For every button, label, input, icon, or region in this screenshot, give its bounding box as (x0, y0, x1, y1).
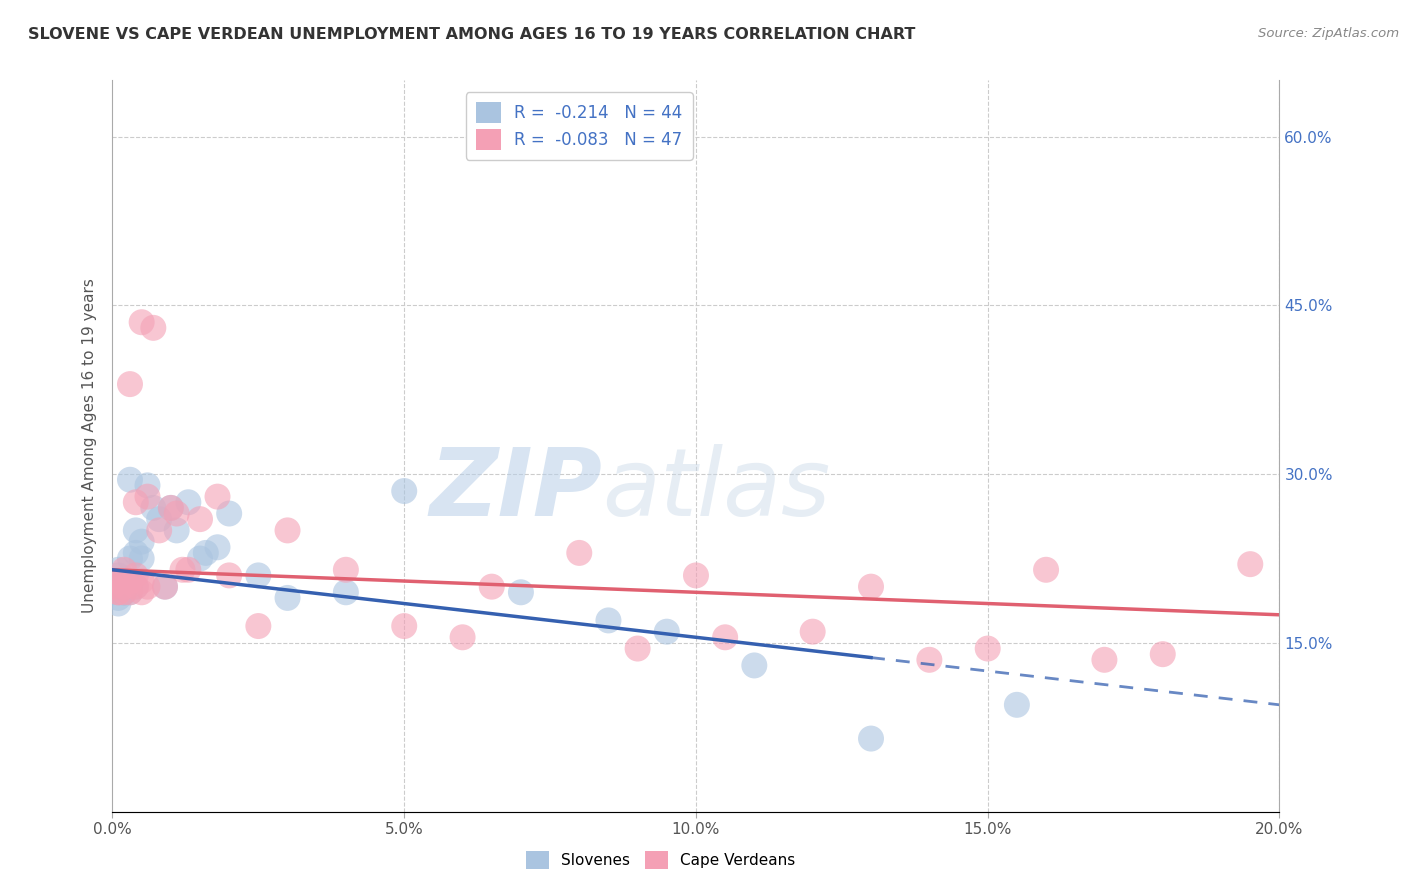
Point (148, 512, 170, 526)
Point (392, 483, 416, 498)
Point (118, 580, 141, 594)
Point (160, 500, 183, 515)
Point (131, 315, 153, 329)
Legend: R =  -0.214   N = 44, R =  -0.083   N = 47: R = -0.214 N = 44, R = -0.083 N = 47 (465, 92, 693, 160)
Point (107, 574, 129, 588)
Point (207, 490, 229, 504)
Point (107, 585, 129, 599)
Point (166, 507, 188, 521)
Point (153, 580, 176, 594)
Point (1035, 563, 1057, 577)
Point (142, 500, 165, 515)
Point (131, 585, 153, 599)
Text: ZIP: ZIP (430, 444, 603, 536)
Point (131, 574, 153, 588)
Point (118, 574, 141, 588)
Point (976, 641, 998, 656)
Point (194, 546, 217, 560)
Point (859, 580, 883, 594)
Point (509, 585, 531, 599)
Y-axis label: Unemployment Among Ages 16 to 19 years: Unemployment Among Ages 16 to 19 years (82, 278, 97, 614)
Point (148, 524, 170, 538)
Point (118, 585, 141, 599)
Point (142, 321, 165, 335)
Point (107, 580, 129, 594)
Point (218, 507, 240, 521)
Point (1005, 698, 1028, 712)
Point (801, 624, 824, 639)
Point (188, 512, 211, 526)
Point (112, 563, 135, 577)
Point (112, 580, 135, 594)
Point (136, 478, 159, 492)
Point (247, 568, 270, 582)
Point (160, 500, 183, 515)
Point (107, 591, 129, 605)
Point (177, 495, 200, 509)
Point (131, 551, 153, 566)
Point (153, 580, 176, 594)
Point (451, 630, 474, 644)
Point (188, 551, 211, 566)
Point (714, 630, 737, 644)
Point (918, 653, 941, 667)
Point (125, 568, 148, 582)
Point (112, 580, 135, 594)
Point (118, 377, 141, 392)
Point (112, 574, 135, 588)
Point (101, 580, 124, 594)
Point (125, 495, 148, 509)
Point (626, 641, 648, 656)
Point (1152, 647, 1174, 661)
Text: Source: ZipAtlas.com: Source: ZipAtlas.com (1258, 27, 1399, 40)
Point (125, 580, 148, 594)
Point (655, 624, 678, 639)
Point (481, 580, 503, 594)
Point (276, 524, 298, 538)
Point (172, 563, 194, 577)
Point (101, 580, 124, 594)
Point (118, 585, 141, 599)
Point (112, 585, 135, 599)
Point (107, 568, 129, 582)
Point (136, 490, 159, 504)
Point (1092, 653, 1115, 667)
Text: atlas: atlas (603, 444, 831, 535)
Point (276, 591, 298, 605)
Point (207, 541, 229, 555)
Point (125, 524, 148, 538)
Point (598, 614, 620, 628)
Point (112, 574, 135, 588)
Point (112, 585, 135, 599)
Point (118, 473, 141, 487)
Point (859, 731, 883, 746)
Point (131, 534, 153, 549)
Text: SLOVENE VS CAPE VERDEAN UNEMPLOYMENT AMONG AGES 16 TO 19 YEARS CORRELATION CHART: SLOVENE VS CAPE VERDEAN UNEMPLOYMENT AMO… (28, 27, 915, 42)
Point (136, 580, 159, 594)
Point (118, 551, 141, 566)
Point (166, 524, 188, 538)
Point (107, 563, 129, 577)
Point (101, 585, 124, 599)
Point (107, 597, 129, 611)
Point (218, 568, 240, 582)
Point (335, 563, 357, 577)
Point (177, 563, 200, 577)
Point (112, 585, 135, 599)
Point (685, 568, 707, 582)
Point (1239, 557, 1261, 571)
Point (742, 658, 765, 673)
Point (125, 546, 148, 560)
Legend: Slovenes, Cape Verdeans: Slovenes, Cape Verdeans (520, 845, 801, 875)
Point (568, 546, 591, 560)
Point (335, 585, 357, 599)
Point (107, 574, 129, 588)
Point (112, 585, 135, 599)
Point (247, 619, 270, 633)
Point (107, 585, 129, 599)
Point (392, 619, 416, 633)
Point (125, 580, 148, 594)
Point (107, 585, 129, 599)
